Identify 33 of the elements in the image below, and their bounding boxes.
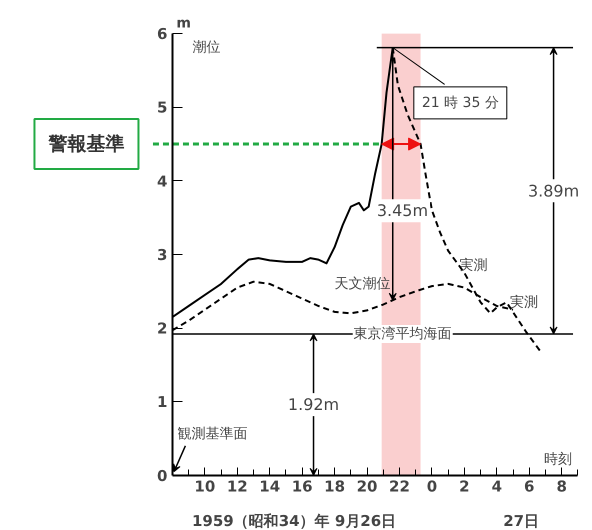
annotation: 3.89m <box>528 181 580 200</box>
annotation: 1.92m <box>288 395 340 414</box>
x-axis-title: 時刻 <box>544 451 572 468</box>
x-tick-label: 16 <box>292 477 313 496</box>
x-tick-label: 20 <box>356 477 378 496</box>
x-tick-label: 4 <box>492 477 502 496</box>
x-tick-label: 14 <box>259 477 280 496</box>
x-tick-label: 0 <box>426 477 438 496</box>
y-tick-label: 3 <box>156 246 168 264</box>
annotation: 観測基準面 <box>177 426 248 442</box>
annotation: 21 時 35 分 <box>422 94 499 111</box>
x-tick-label: 6 <box>524 477 534 496</box>
annotation: 実測 <box>510 294 538 310</box>
x-tick-label: 18 <box>324 477 346 496</box>
y-tick-label: 1 <box>156 393 168 412</box>
y-tick-label: 4 <box>156 172 168 190</box>
text: m <box>176 16 192 32</box>
text: 27日 <box>503 512 540 530</box>
y-tick-label: 5 <box>156 98 168 117</box>
annotation: 実測 <box>460 258 488 274</box>
x-tick-label: 10 <box>194 477 216 496</box>
x-tick-label: 2 <box>459 477 470 496</box>
x-tick-label: 22 <box>389 477 410 496</box>
x-tick-label: 8 <box>556 477 567 496</box>
ref-line-label: 東京湾平均海面 <box>354 326 452 342</box>
annotation: 3.45m <box>376 201 428 220</box>
text: 1959（昭和34）年 9月26日 <box>192 512 396 530</box>
annotation: 天文潮位 <box>334 276 391 292</box>
x-tick-label: 12 <box>226 477 248 496</box>
y-axis-title: 潮位 <box>192 40 220 56</box>
ref-line-label: 警報基準 <box>47 133 124 156</box>
y-tick-label: 2 <box>156 320 168 338</box>
y-tick-label: 6 <box>156 25 168 44</box>
